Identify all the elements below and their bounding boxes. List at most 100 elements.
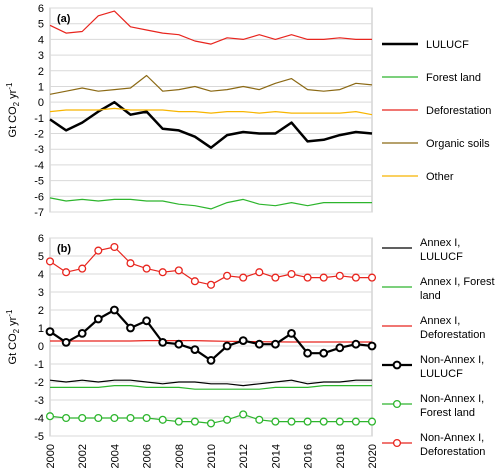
legend-label: land bbox=[420, 290, 441, 302]
legend-label: Annex I, bbox=[420, 315, 460, 327]
y-tick-label: -3 bbox=[34, 395, 44, 407]
data-point bbox=[78, 413, 87, 423]
data-point bbox=[319, 417, 328, 426]
data-point bbox=[367, 273, 377, 282]
data-point bbox=[190, 417, 199, 426]
y-tick-label: 0 bbox=[38, 341, 44, 353]
data-point bbox=[303, 348, 313, 358]
data-point bbox=[238, 336, 248, 346]
data-point bbox=[351, 417, 360, 426]
legend-label: Forest land bbox=[420, 407, 475, 419]
data-point bbox=[45, 327, 55, 337]
data-point bbox=[110, 413, 119, 423]
y-tick-label: 1 bbox=[38, 81, 44, 93]
y-tick-label: -4 bbox=[34, 160, 44, 172]
series-line bbox=[49, 379, 372, 387]
y-tick-label: 0 bbox=[38, 97, 44, 109]
x-tick-label: 2008 bbox=[174, 444, 186, 468]
data-point bbox=[222, 341, 232, 351]
legend-label: Deforestation bbox=[426, 105, 491, 117]
data-point bbox=[62, 413, 71, 423]
y-tick-label: -5 bbox=[34, 176, 44, 188]
data-point bbox=[174, 339, 184, 349]
legend-label: Organic soils bbox=[426, 138, 490, 150]
data-point bbox=[77, 329, 87, 338]
y-tick-label: -7 bbox=[34, 207, 44, 219]
data-point bbox=[255, 268, 264, 277]
data-point bbox=[190, 277, 199, 286]
legend-label: Annex I, Forest bbox=[420, 276, 495, 288]
data-point bbox=[62, 268, 71, 277]
data-point bbox=[45, 257, 55, 266]
x-tick-label: 2010 bbox=[206, 444, 218, 468]
data-point bbox=[94, 413, 103, 423]
data-point bbox=[126, 413, 135, 423]
x-tick-label: 2012 bbox=[238, 444, 250, 468]
data-point bbox=[93, 314, 103, 324]
y-axis-label: Gt CO2 yr-1 bbox=[5, 309, 21, 365]
y-tick-label: 2 bbox=[38, 66, 44, 78]
data-point bbox=[303, 417, 312, 426]
data-point bbox=[158, 415, 167, 424]
legend-label: Non-Annex I, bbox=[420, 432, 484, 444]
y-tick-label: 3 bbox=[38, 287, 44, 299]
data-point bbox=[319, 273, 328, 282]
legend-marker bbox=[392, 399, 402, 409]
data-point bbox=[303, 273, 312, 282]
data-point bbox=[335, 271, 344, 280]
x-tick-label: 2016 bbox=[303, 444, 315, 468]
data-point bbox=[110, 305, 119, 315]
data-point bbox=[61, 338, 71, 347]
y-tick-label: -1 bbox=[34, 113, 44, 125]
data-point bbox=[335, 343, 345, 353]
panel-label: (b) bbox=[57, 243, 71, 255]
y-tick-label: -4 bbox=[34, 413, 44, 425]
x-tick-label: 2004 bbox=[109, 444, 121, 468]
data-point bbox=[45, 412, 55, 421]
legend-marker bbox=[392, 438, 402, 448]
x-tick-label: 2018 bbox=[335, 444, 347, 468]
series-line bbox=[49, 10, 372, 45]
data-point bbox=[174, 266, 183, 275]
panel-a: -7 -6 -5 -4 -3 -2 -1 0 1 2 3 4 5 6 (a) Gt CO2 yr-1 LULUC… bbox=[5, 3, 491, 219]
legend-label: Non-Annex I, bbox=[420, 393, 484, 405]
data-point bbox=[287, 329, 296, 338]
data-point bbox=[142, 413, 151, 423]
data-point bbox=[94, 246, 103, 255]
y-tick-label: 5 bbox=[38, 251, 44, 263]
y-tick-label: -3 bbox=[34, 144, 44, 156]
legend-label: LULUCF bbox=[420, 368, 463, 380]
data-point bbox=[126, 259, 135, 268]
data-point bbox=[206, 280, 216, 289]
legend-label: LULUCF bbox=[426, 39, 469, 51]
y-tick-label: -1 bbox=[34, 359, 44, 371]
panel-label: (a) bbox=[57, 13, 71, 25]
y-tick-label: 1 bbox=[38, 323, 44, 335]
series-line bbox=[49, 197, 372, 210]
data-point bbox=[319, 348, 329, 358]
data-point bbox=[110, 242, 119, 252]
data-point bbox=[271, 273, 280, 282]
legend-label: LULUCF bbox=[420, 251, 463, 263]
data-point bbox=[287, 417, 296, 426]
data-point bbox=[142, 264, 151, 273]
legend-label: Other bbox=[426, 171, 454, 183]
data-point bbox=[158, 338, 168, 347]
legend-label: Non-Annex I, bbox=[420, 354, 484, 366]
data-point bbox=[158, 268, 167, 277]
data-point bbox=[367, 341, 377, 351]
y-tick-label: 6 bbox=[38, 3, 44, 15]
series-line bbox=[50, 340, 372, 343]
y-tick-label: 4 bbox=[38, 269, 44, 281]
series-line bbox=[49, 100, 373, 149]
data-point bbox=[78, 264, 87, 273]
data-point bbox=[255, 415, 264, 424]
legend-label: Annex I, bbox=[420, 237, 460, 249]
x-tick-label: 2000 bbox=[45, 444, 57, 468]
series-line bbox=[49, 74, 373, 95]
data-point bbox=[239, 410, 248, 419]
data-point bbox=[271, 417, 280, 426]
data-point bbox=[367, 417, 377, 426]
x-tick-label: 2014 bbox=[270, 444, 282, 468]
